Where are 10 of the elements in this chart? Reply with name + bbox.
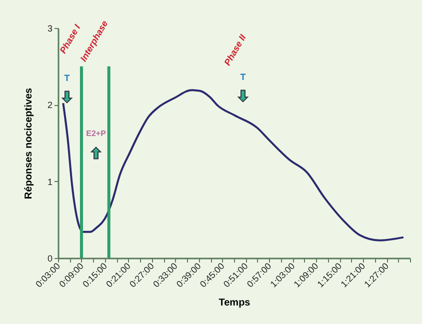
annotation: E2+P [86, 129, 107, 138]
y-tick-label: 0 [47, 254, 52, 264]
y-tick-label: 2 [47, 100, 52, 110]
y-tick-label: 3 [47, 24, 52, 34]
annotation: T [240, 72, 246, 82]
y-axis-title: Réponses nociceptives [23, 87, 34, 200]
line-series [62, 89, 404, 242]
annotation: T [64, 73, 70, 83]
x-axis-title: Temps [218, 297, 251, 308]
y-tick-label: 1 [47, 176, 52, 187]
